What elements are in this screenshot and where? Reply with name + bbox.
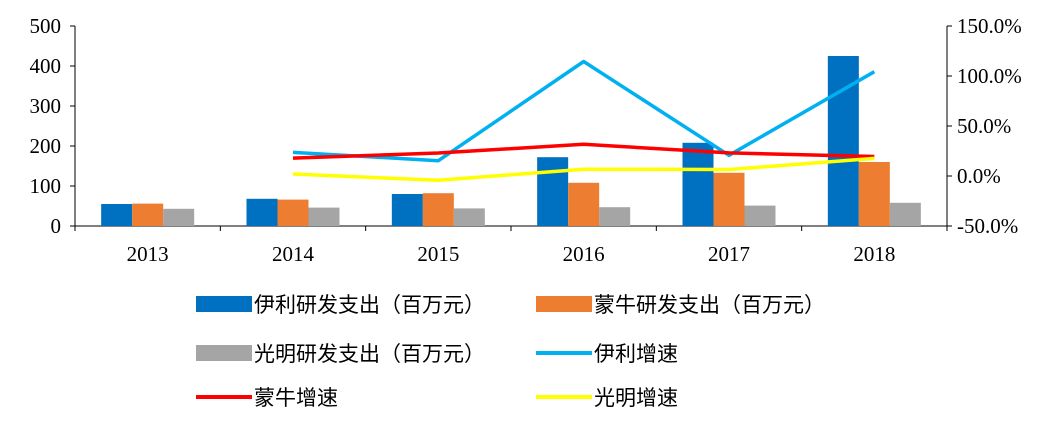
bar	[858, 162, 890, 226]
y-right-tick-label: -50.0%	[957, 214, 1018, 238]
bar	[246, 198, 278, 226]
y-left-tick-label: 500	[30, 14, 62, 38]
x-tick-label: 2013	[127, 242, 169, 266]
series-line	[292, 142, 875, 160]
y-left-tick-label: 300	[30, 94, 62, 118]
x-tick-label: 2017	[708, 242, 750, 266]
y-left-tick-label: 100	[30, 174, 62, 198]
bar	[889, 202, 921, 226]
y-left-tick-label: 200	[30, 134, 62, 158]
series-line	[292, 156, 875, 183]
x-tick-label: 2016	[563, 242, 605, 266]
y-left-tick-label: 400	[30, 54, 62, 78]
bar	[682, 142, 714, 226]
y-right-tick-label: 0.0%	[957, 164, 1001, 188]
y-right-tick-label: 50.0%	[957, 114, 1011, 138]
bar	[599, 207, 631, 226]
y-right-tick-label: 150.0%	[957, 14, 1022, 38]
y-left-tick-label: 0	[51, 214, 62, 238]
y-right-tick-label: 100.0%	[957, 64, 1022, 88]
bar	[163, 208, 195, 226]
bar	[101, 204, 133, 226]
bar	[308, 207, 340, 226]
bar	[422, 193, 454, 226]
bar	[568, 182, 600, 226]
x-tick-label: 2018	[853, 242, 895, 266]
bar	[537, 157, 569, 226]
x-tick-label: 2015	[417, 242, 459, 266]
bar	[132, 203, 164, 226]
bar	[713, 172, 745, 226]
series-line	[292, 59, 876, 163]
bar	[453, 208, 485, 226]
bar	[744, 205, 776, 226]
bar	[277, 199, 309, 226]
bar	[391, 194, 423, 226]
x-tick-label: 2014	[272, 242, 315, 266]
